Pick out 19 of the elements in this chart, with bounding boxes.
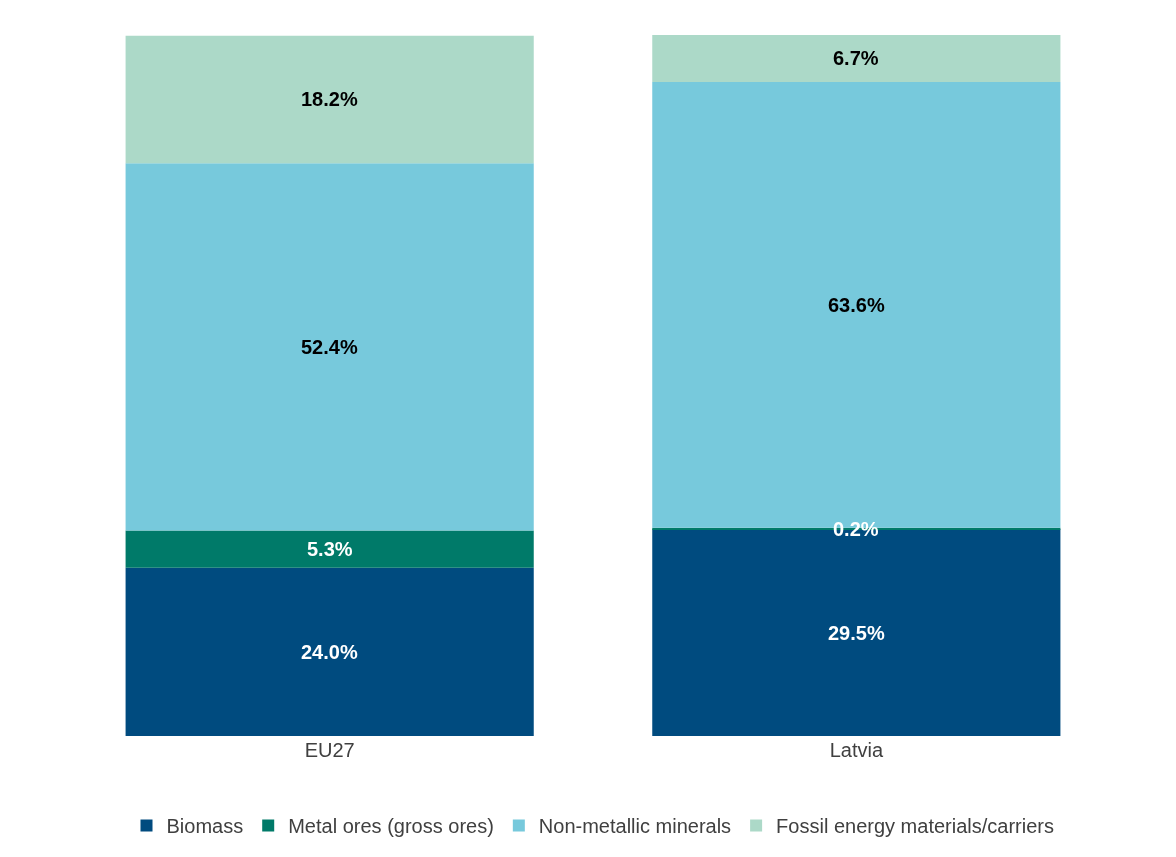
legend-label: Metal ores (gross ores) [288,815,494,838]
data-label: 5.3% [307,538,353,560]
legend-label: Non-metallic minerals [538,815,732,838]
data-label: 52.4% [301,336,358,358]
data-label: 24.0% [301,641,358,663]
data-label: 18.2% [301,88,358,110]
bar [125,530,534,568]
legend-label: Fossil energy materials/carriers [776,815,1054,838]
bar [125,35,534,164]
data-label: 63.6% [828,294,885,316]
data-label: 0.2% [833,518,879,540]
bar [652,35,1061,82]
data-label: 6.7% [833,47,879,69]
bar [125,567,534,736]
bar [125,163,534,531]
x-tick-label: EU27 [304,739,355,761]
x-tick-label: Latvia [829,739,884,761]
legend-label: Biomass [166,815,244,838]
data-label: 29.5% [828,622,885,644]
